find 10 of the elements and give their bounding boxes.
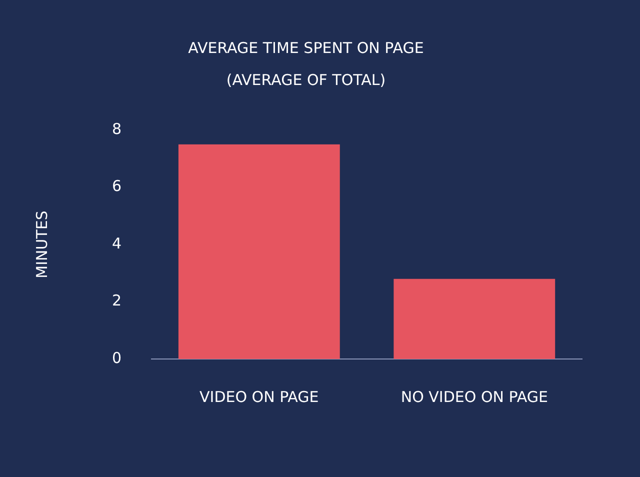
- y-tick-label: 8: [112, 120, 122, 138]
- chart-subtitle: (AVERAGE OF TOTAL): [226, 70, 386, 89]
- x-tick-label: VIDEO ON PAGE: [200, 388, 319, 406]
- chart-title: AVERAGE TIME SPENT ON PAGE: [188, 38, 424, 57]
- y-tick-label: 6: [112, 177, 122, 196]
- y-tick-label: 4: [112, 234, 122, 252]
- y-tick-label: 0: [112, 348, 122, 367]
- x-tick-label: NO VIDEO ON PAGE: [400, 388, 548, 406]
- y-tick-label: 2: [112, 292, 122, 310]
- y-axis-title: MINUTES: [32, 210, 51, 278]
